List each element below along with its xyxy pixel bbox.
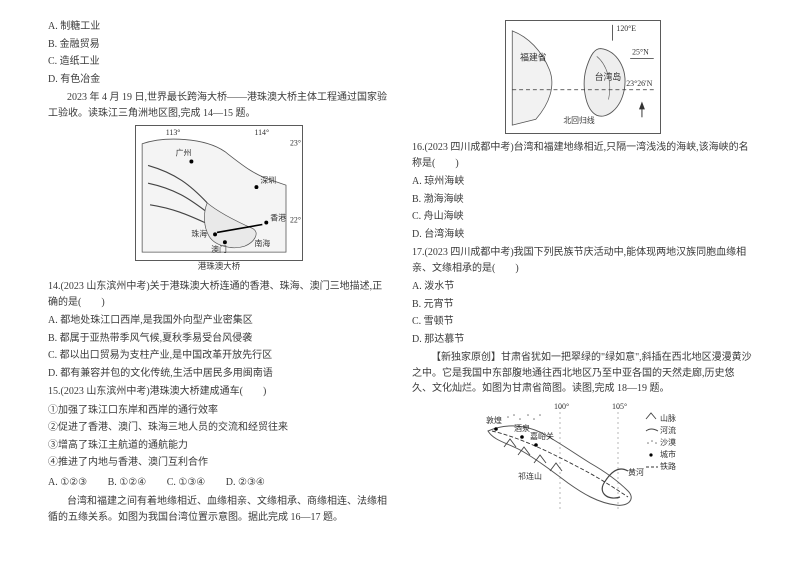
- q16-opt-d: D. 台湾海峡: [412, 227, 754, 243]
- q15-choice-c: C. ①③④: [167, 475, 206, 491]
- fig2-taiwan: 120°E 25°N 23°26′N 北回归线 福建省 台湾岛: [505, 20, 661, 134]
- fig1-pearl-river-delta: 113° 114° 23° 22°: [135, 125, 303, 261]
- fig1-lat-bottom: 22°: [290, 216, 301, 225]
- fig2-lon: 120°E: [616, 24, 636, 33]
- fig1-lon-left: 113°: [166, 128, 181, 137]
- q16-stem: 16.(2023 四川成都中考)台湾和福建地缘相近,只隔一湾浅浅的海峡,该海峡的…: [412, 140, 754, 171]
- fig1-wrap: 113° 114° 23° 22°: [48, 125, 390, 261]
- fig3-city-jiuquan: 酒泉: [514, 423, 530, 433]
- fig3-yellow-river: 黄河: [628, 467, 644, 477]
- industry-opt-d: D. 有色冶金: [48, 72, 390, 88]
- q15-choices: A. ①②③ B. ①②④ C. ①③④ D. ②③④: [48, 475, 390, 491]
- fig1-city-sz: 深圳: [260, 175, 276, 185]
- q14-opt-c: C. 都以出口贸易为支柱产业,是中国改革开放先行区: [48, 348, 390, 364]
- taiwan-intro: 台湾和福建之间有着地缘相近、血缘相亲、文缘相承、商缘相连、法缘相循的五缘关系。如…: [48, 494, 390, 525]
- left-column: A. 制糖工业 B. 金融贸易 C. 造纸工业 D. 有色冶金 2023 年 4…: [48, 18, 390, 550]
- fig3-gansu: 100° 105° 祁连山 黄河 敦煌 酒泉 嘉峪关: [478, 401, 688, 519]
- fig1-sea: 南海: [254, 238, 270, 248]
- q15-stem: 15.(2023 山东滨州中考)港珠澳大桥建成通车( ): [48, 384, 390, 400]
- q16-opt-c: C. 舟山海峡: [412, 209, 754, 225]
- fig3-wrap: 100° 105° 祁连山 黄河 敦煌 酒泉 嘉峪关: [412, 401, 754, 519]
- right-column: 120°E 25°N 23°26′N 北回归线 福建省 台湾岛 16.(2023…: [412, 18, 754, 550]
- fig3-legend-river: 河流: [660, 425, 676, 435]
- fig2-fujian: 福建省: [520, 51, 547, 62]
- q15-choice-d: D. ②③④: [226, 475, 265, 491]
- fig1-lat-top: 23°: [290, 139, 301, 148]
- fig3-lon-105: 105°: [612, 402, 627, 411]
- q14-stem: 14.(2023 山东滨州中考)关于港珠澳大桥连通的香港、珠海、澳门三地描述,正…: [48, 279, 390, 310]
- q15-item-4: ④推进了内地与香港、澳门互利合作: [48, 455, 390, 471]
- fig3-mtn-qilian: 祁连山: [518, 471, 542, 481]
- q17-opt-b: B. 元宵节: [412, 297, 754, 313]
- q15-choice-b: B. ①②④: [108, 475, 147, 491]
- fig3-legend-city: 城市: [660, 449, 676, 459]
- gansu-intro: 【新独家原创】甘肃省犹如一把翠绿的"绿如意",斜插在西北地区漫漫黄沙之中。它是我…: [412, 350, 754, 397]
- fig1-city-hk: 香港: [270, 213, 286, 223]
- fig1-city-gz: 广州: [176, 148, 192, 158]
- q16-opt-b: B. 渤海海峡: [412, 192, 754, 208]
- fig3-legend-desert: 沙漠: [660, 437, 676, 447]
- fig2-lat25: 25°N: [632, 47, 649, 56]
- q14-opt-b: B. 都属于亚热带季风气候,夏秋季易受台风侵袭: [48, 331, 390, 347]
- industry-opt-c: C. 造纸工业: [48, 54, 390, 70]
- fig1-city-mo: 澳门: [211, 244, 227, 254]
- fig3-city-dunhuang: 敦煌: [486, 415, 502, 425]
- fig1-city-zh: 珠海: [191, 228, 207, 238]
- q15-item-1: ①加强了珠江口东岸和西岸的通行效率: [48, 403, 390, 419]
- q15-choice-a: A. ①②③: [48, 475, 87, 491]
- fig3-legend-rail: 铁路: [660, 461, 676, 471]
- q15-item-2: ②促进了香港、澳门、珠海三地人员的交流和经贸往来: [48, 420, 390, 436]
- fig2-tropic-label: 北回归线: [563, 115, 595, 125]
- fig2-tropic: 23°26′N: [626, 79, 653, 88]
- q15-item-3: ③增高了珠江主航道的通航能力: [48, 438, 390, 454]
- q17-opt-a: A. 泼水节: [412, 279, 754, 295]
- industry-opt-b: B. 金融贸易: [48, 37, 390, 53]
- fig3-legend-mtn: 山脉: [660, 413, 676, 423]
- fig3-city-jiayuguan: 嘉峪关: [530, 431, 554, 441]
- q14-opt-d: D. 都有兼容并包的文化传统,生活中居民多用闽南语: [48, 366, 390, 382]
- q14-opt-a: A. 都地处珠江口西岸,是我国外向型产业密集区: [48, 313, 390, 329]
- fig1-caption: 港珠澳大桥: [136, 260, 302, 273]
- fig3-lon-100: 100°: [554, 402, 569, 411]
- fig2-wrap: 120°E 25°N 23°26′N 北回归线 福建省 台湾岛: [412, 20, 754, 134]
- fig2-taiwan-island: 台湾岛: [595, 71, 622, 82]
- q17-stem: 17.(2023 四川成都中考)我国下列民族节庆活动中,能体现两地汉族同胞血缘相…: [412, 245, 754, 276]
- bridge-intro: 2023 年 4 月 19 日,世界最长跨海大桥——港珠澳大桥主体工程通过国家验…: [48, 90, 390, 121]
- fig1-lon-right: 114°: [254, 128, 269, 137]
- q17-opt-d: D. 那达慕节: [412, 332, 754, 348]
- industry-opt-a: A. 制糖工业: [48, 19, 390, 35]
- q17-opt-c: C. 雪顿节: [412, 314, 754, 330]
- q16-opt-a: A. 琼州海峡: [412, 174, 754, 190]
